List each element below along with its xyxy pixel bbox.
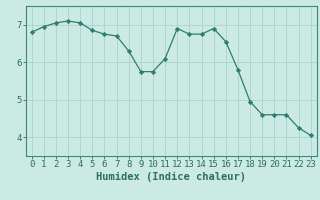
X-axis label: Humidex (Indice chaleur): Humidex (Indice chaleur): [96, 172, 246, 182]
